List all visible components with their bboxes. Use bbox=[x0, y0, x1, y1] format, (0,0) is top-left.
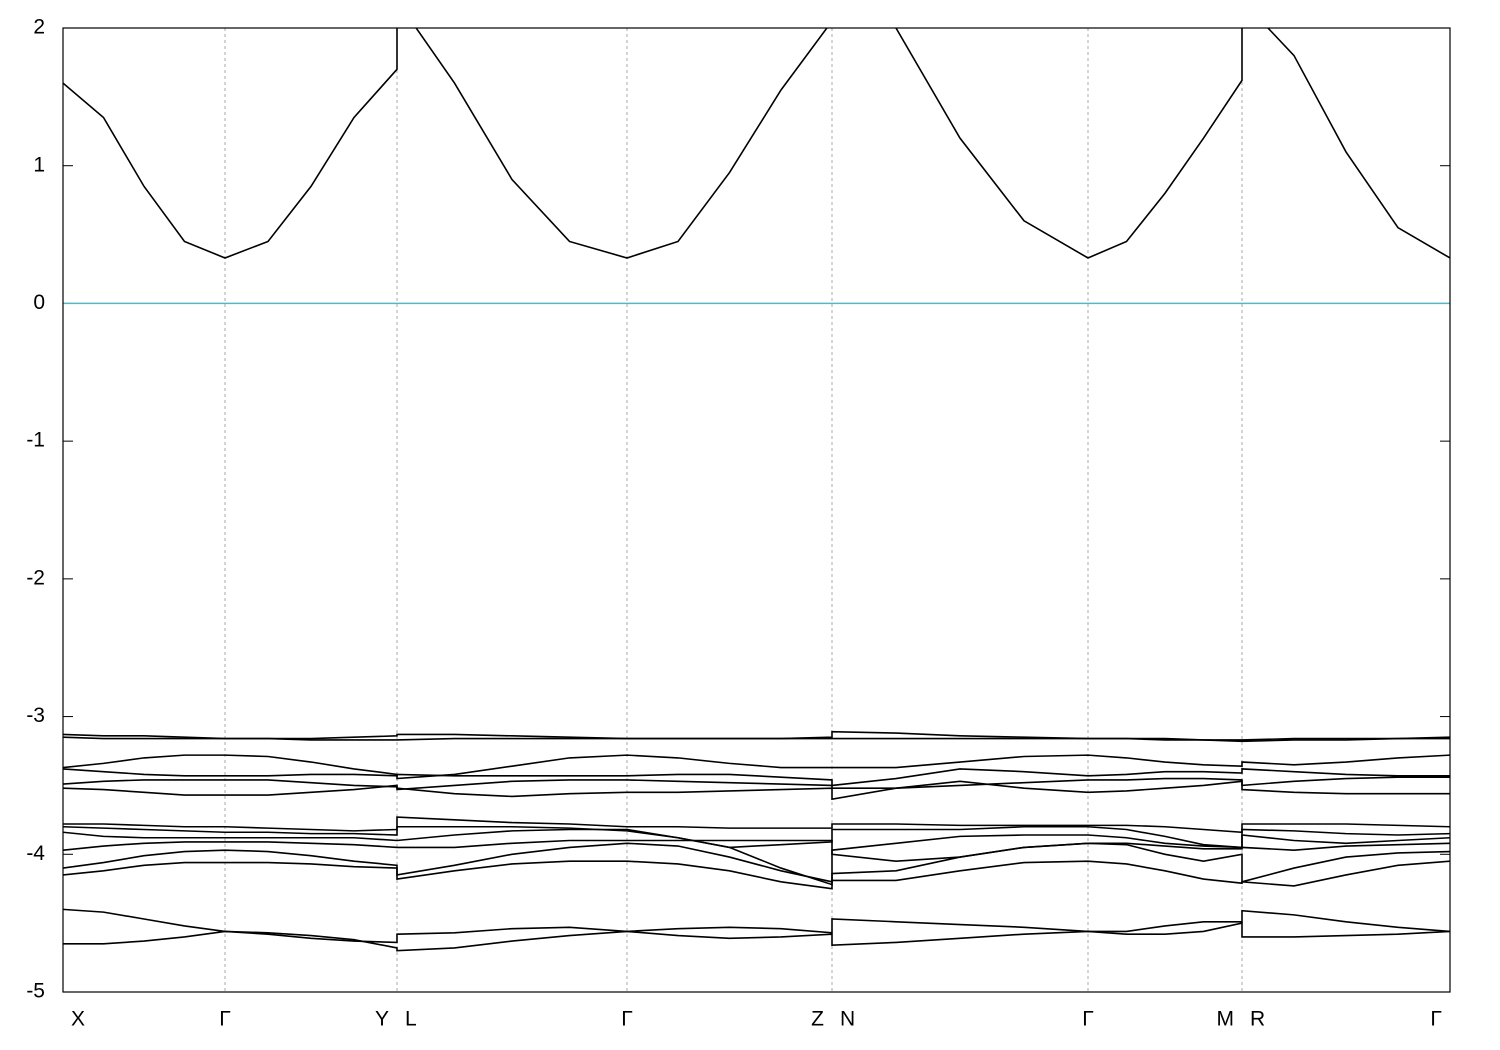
x-tick-label: R bbox=[1250, 1008, 1265, 1031]
y-tick-label: 0 bbox=[33, 291, 45, 314]
band-line bbox=[63, 922, 1450, 952]
x-tick-label: Γ bbox=[1082, 1008, 1094, 1031]
plot-area bbox=[63, 28, 1450, 952]
x-tick-label: M bbox=[1217, 1008, 1235, 1031]
x-tick-label: Γ bbox=[219, 1008, 231, 1031]
band-line bbox=[63, 816, 1450, 834]
y-tick-label: -3 bbox=[26, 704, 45, 727]
y-tick-label: -5 bbox=[26, 980, 45, 1003]
band-line bbox=[63, 736, 1450, 743]
band-line bbox=[63, 776, 1450, 791]
x-tick-label: Γ bbox=[621, 1008, 633, 1031]
band-line bbox=[63, 839, 1450, 862]
band-line bbox=[63, 754, 1450, 780]
band-line bbox=[63, 860, 1450, 890]
band-line bbox=[63, 768, 1450, 787]
x-tick-label: L bbox=[405, 1008, 417, 1031]
y-tick-label: -1 bbox=[26, 429, 45, 452]
plot-frame bbox=[62, 27, 1451, 993]
x-tick-label: Y bbox=[375, 1008, 389, 1031]
x-tick-label: N bbox=[840, 1008, 855, 1031]
y-tick-label: 1 bbox=[33, 153, 45, 176]
band-line bbox=[63, 28, 1450, 259]
y-tick-label: -2 bbox=[26, 566, 45, 589]
y-tick-label: 2 bbox=[33, 16, 45, 39]
band-line bbox=[63, 908, 1450, 944]
band-line bbox=[63, 780, 1450, 801]
x-tick-label: X bbox=[71, 1008, 85, 1031]
band-line bbox=[63, 842, 1450, 883]
x-tick-label: Γ bbox=[1430, 1008, 1442, 1031]
y-tick-label: -4 bbox=[26, 842, 45, 865]
x-tick-label: Z bbox=[811, 1008, 824, 1031]
